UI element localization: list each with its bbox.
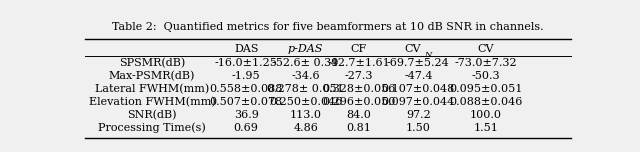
Text: -73.0±7.32: -73.0±7.32 bbox=[454, 58, 517, 68]
Text: Processing Time(s): Processing Time(s) bbox=[98, 122, 206, 133]
Text: -69.7±5.24: -69.7±5.24 bbox=[387, 58, 450, 68]
Text: CV: CV bbox=[477, 44, 494, 54]
Text: 0.558±0.088: 0.558±0.088 bbox=[209, 84, 283, 94]
Text: -47.4: -47.4 bbox=[404, 71, 433, 81]
Text: N: N bbox=[424, 50, 432, 59]
Text: -34.6: -34.6 bbox=[291, 71, 320, 81]
Text: 36.9: 36.9 bbox=[234, 110, 259, 120]
Text: 84.0: 84.0 bbox=[346, 110, 371, 120]
Text: CV: CV bbox=[404, 44, 420, 54]
Text: 0.328±0.056: 0.328±0.056 bbox=[322, 84, 396, 94]
Text: 1.51: 1.51 bbox=[474, 123, 498, 133]
Text: 0.107±0.048: 0.107±0.048 bbox=[381, 84, 455, 94]
Text: 100.0: 100.0 bbox=[470, 110, 502, 120]
Text: -42.7±1.61: -42.7±1.61 bbox=[328, 58, 390, 68]
Text: -52.6± 0.39: -52.6± 0.39 bbox=[273, 58, 339, 68]
Text: Lateral FWHM(mm): Lateral FWHM(mm) bbox=[95, 84, 209, 94]
Text: 4.86: 4.86 bbox=[293, 123, 318, 133]
Text: SNR(dB): SNR(dB) bbox=[127, 110, 177, 120]
Text: 0.097±0.044: 0.097±0.044 bbox=[381, 97, 455, 107]
Text: 0.250±0.046: 0.250±0.046 bbox=[269, 97, 342, 107]
Text: SPSMR(dB): SPSMR(dB) bbox=[119, 58, 185, 68]
Text: 0.296±0.050: 0.296±0.050 bbox=[322, 97, 396, 107]
Text: -27.3: -27.3 bbox=[344, 71, 373, 81]
Text: 0.507±0.078: 0.507±0.078 bbox=[209, 97, 283, 107]
Text: -1.95: -1.95 bbox=[232, 71, 260, 81]
Text: Elevation FWHM(mm): Elevation FWHM(mm) bbox=[88, 97, 215, 107]
Text: 97.2: 97.2 bbox=[406, 110, 431, 120]
Text: 113.0: 113.0 bbox=[290, 110, 322, 120]
Text: 0.81: 0.81 bbox=[346, 123, 371, 133]
Text: -16.0±1.25: -16.0±1.25 bbox=[215, 58, 278, 68]
Text: 0.095±0.051: 0.095±0.051 bbox=[449, 84, 522, 94]
Text: 1.50: 1.50 bbox=[406, 123, 431, 133]
Text: -50.3: -50.3 bbox=[472, 71, 500, 81]
Text: Table 2:  Quantified metrics for five beamformers at 10 dB SNR in channels.: Table 2: Quantified metrics for five bea… bbox=[112, 22, 544, 32]
Text: 0.278± 0.051: 0.278± 0.051 bbox=[268, 84, 344, 94]
Text: CF: CF bbox=[351, 44, 367, 54]
Text: p-DAS: p-DAS bbox=[288, 44, 323, 54]
Text: Max-PSMR(dB): Max-PSMR(dB) bbox=[109, 71, 195, 81]
Text: DAS: DAS bbox=[234, 44, 259, 54]
Text: 0.69: 0.69 bbox=[234, 123, 259, 133]
Text: 0.088±0.046: 0.088±0.046 bbox=[449, 97, 522, 107]
